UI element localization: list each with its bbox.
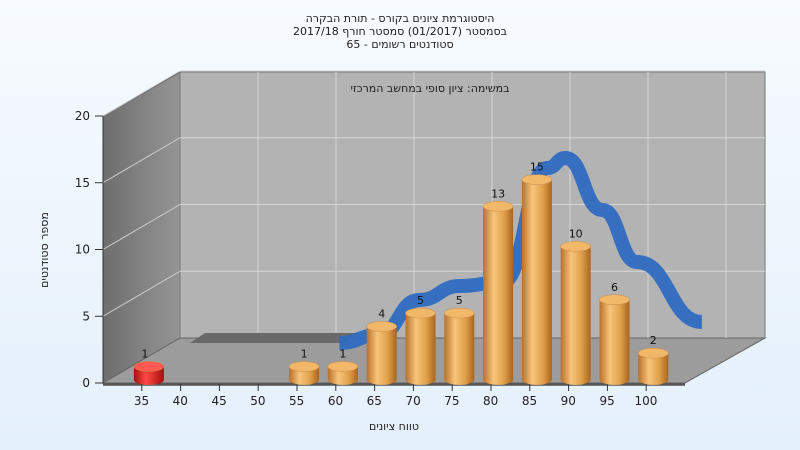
x-tick-label-60: 60 xyxy=(328,394,343,408)
x-tick-label-90: 90 xyxy=(561,394,576,408)
bar-85 xyxy=(521,174,553,385)
bar-body-65 xyxy=(366,326,397,385)
x-tick-label-65: 65 xyxy=(367,394,382,408)
bar-cap-65 xyxy=(366,321,397,332)
x-tick-label-85: 85 xyxy=(522,394,537,408)
x-tick-label-95: 95 xyxy=(599,394,614,408)
bar-80 xyxy=(482,201,514,385)
data-label-70: 5 xyxy=(417,294,424,307)
x-tick-label-70: 70 xyxy=(405,394,420,408)
x-axis: 35 40 45 50 55 60 65 70 75 80 85 90 95 100 xyxy=(103,383,685,408)
data-labels: 1 1 1 4 5 5 13 15 10 6 2 xyxy=(141,161,656,361)
bar-35 xyxy=(133,361,165,385)
x-tick-label-35: 35 xyxy=(134,394,149,408)
grid-left-5 xyxy=(102,270,181,317)
y-axis: 0 5 10 15 20 xyxy=(75,109,104,390)
bar-cap-80 xyxy=(482,201,514,212)
grid-left-15 xyxy=(102,137,181,184)
bar-95 xyxy=(599,294,630,385)
chart-title: היסטוגרמת ציונים בקורס - תורת הבקרה xyxy=(306,12,495,25)
bar-body-70 xyxy=(405,313,436,385)
y-tick-label-20: 20 xyxy=(75,109,90,123)
bar-70 xyxy=(405,307,436,385)
bar-cap-60 xyxy=(327,361,359,372)
x-tick-label-75: 75 xyxy=(444,394,459,408)
data-label-90: 10 xyxy=(569,227,583,240)
data-label-65: 4 xyxy=(378,307,385,320)
bar-body-100 xyxy=(638,353,669,385)
bar-65 xyxy=(366,321,397,385)
bar-cap-85 xyxy=(521,174,553,185)
y-tick-label-0: 0 xyxy=(82,376,90,390)
bar-55 xyxy=(288,361,320,385)
bar-cap-100 xyxy=(638,347,669,359)
grid-left-10 xyxy=(102,204,181,250)
x-tick-label-40: 40 xyxy=(173,394,188,408)
bar-cap-95 xyxy=(599,294,630,305)
data-label-60: 1 xyxy=(339,348,346,361)
bar-cap-70 xyxy=(405,307,436,319)
bar-body-85 xyxy=(521,179,552,385)
data-label-100: 2 xyxy=(650,334,657,347)
data-label-55: 1 xyxy=(301,348,308,361)
bar-body-90 xyxy=(560,246,591,385)
data-label-95: 6 xyxy=(611,281,618,294)
bar-body-95 xyxy=(599,299,630,385)
x-tick-label-100: 100 xyxy=(634,394,657,408)
data-label-80: 13 xyxy=(491,187,505,200)
bar-body-80 xyxy=(483,206,514,385)
x-tick-label-55: 55 xyxy=(289,394,304,408)
data-label-75: 5 xyxy=(456,294,463,307)
y-tick-label-10: 10 xyxy=(75,243,90,257)
bar-90 xyxy=(560,241,591,385)
bar-body-75 xyxy=(444,313,475,385)
gridlines xyxy=(102,70,765,338)
grid-left-20 xyxy=(102,70,181,117)
data-label-85: 15 xyxy=(530,161,544,174)
bar-cap-90 xyxy=(560,241,591,252)
chart-annotation: במשימה: ציון סופי במחשב המרכזי xyxy=(350,82,509,95)
bar-cap-75 xyxy=(444,307,475,319)
x-tick-label-45: 45 xyxy=(211,394,226,408)
data-label-35: 1 xyxy=(141,348,148,361)
chart-subtitle-line-2: בסמסטר (01/2017) סמסטר חורף 2017/18 xyxy=(293,25,507,38)
x-tick-label-50: 50 xyxy=(250,394,265,408)
x-axis-label: טווח ציונים xyxy=(369,420,419,433)
bars-group xyxy=(133,174,669,385)
bar-100 xyxy=(638,347,669,385)
chart-subtitle-line-3: סטודנטים רשומים - 65 xyxy=(346,38,453,51)
bar-cap-35 xyxy=(133,361,165,372)
y-tick-label-15: 15 xyxy=(75,176,90,190)
bar-60 xyxy=(327,361,359,385)
y-tick-label-5: 5 xyxy=(82,309,90,323)
x-tick-label-80: 80 xyxy=(483,394,498,408)
y-axis-label: מספר סטודנטים xyxy=(38,212,51,288)
bar-75 xyxy=(444,307,475,385)
zero-plate xyxy=(190,333,360,343)
bar-cap-55 xyxy=(288,361,320,372)
